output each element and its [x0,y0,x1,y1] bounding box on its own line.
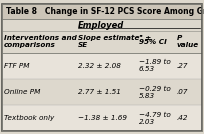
Text: 95% CI: 95% CI [139,39,167,45]
Bar [2,105,202,131]
Text: Interventions and
comparisons: Interventions and comparisons [4,35,77,48]
Text: −4.79 to
2.03: −4.79 to 2.03 [139,112,171,125]
Text: Online PM: Online PM [4,89,40,95]
Text: FTF PM: FTF PM [4,63,30,69]
Bar [2,53,202,79]
Text: Slope estimateᵃ ±
SE: Slope estimateᵃ ± SE [78,35,151,48]
Text: Textbook only: Textbook only [4,115,54,121]
Text: −1.89 to
6.53: −1.89 to 6.53 [139,59,171,72]
Text: −1.38 ± 1.69: −1.38 ± 1.69 [78,115,126,121]
Text: 2.77 ± 1.51: 2.77 ± 1.51 [78,89,120,95]
Bar [2,4,202,19]
Text: 2.32 ± 2.08: 2.32 ± 2.08 [78,63,120,69]
Text: .07: .07 [176,89,188,95]
Text: Table 8   Change in SF-12 PCS Score Among Groups by Em: Table 8 Change in SF-12 PCS Score Among … [6,7,204,16]
Text: .27: .27 [176,63,188,69]
Text: .42: .42 [176,115,188,121]
Text: −0.29 to
5.83: −0.29 to 5.83 [139,86,171,99]
Text: Employed: Employed [78,21,124,30]
Text: P
value: P value [176,35,198,48]
